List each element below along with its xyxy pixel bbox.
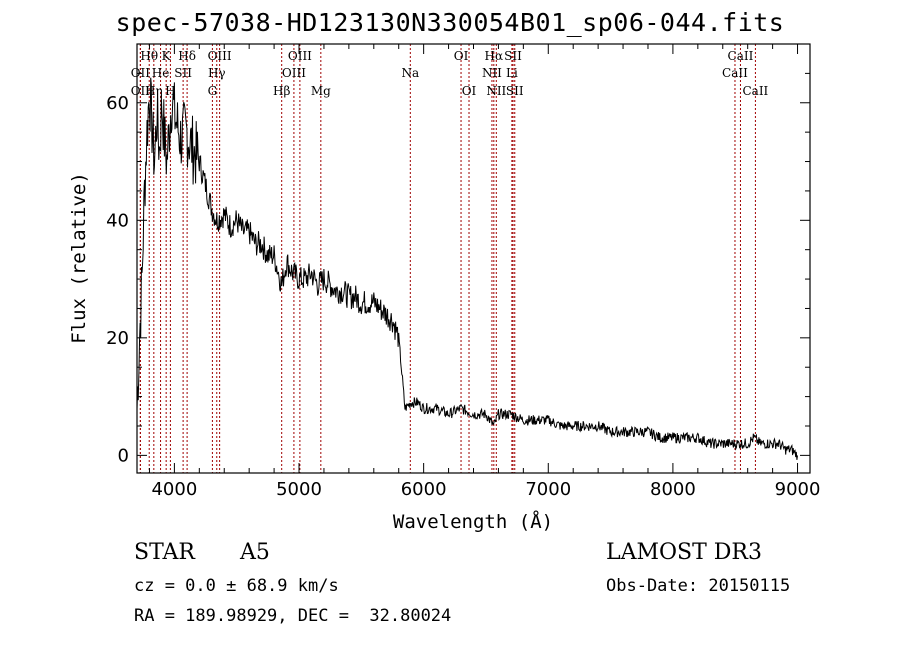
spectral-line-label: SII xyxy=(506,84,524,98)
x-tick-label: 9000 xyxy=(775,479,821,500)
spectral-line-label: Mg xyxy=(311,84,331,98)
y-tick-label: 0 xyxy=(118,445,129,466)
observation-date: Obs-Date: 20150115 xyxy=(606,576,791,596)
coordinates-readout: RA = 189.98929, DEC = 32.80024 xyxy=(134,606,452,626)
spectral-line-label: OIII xyxy=(288,49,312,63)
spectral-line-label: CaII xyxy=(722,66,748,80)
spectrum-series-flux xyxy=(136,77,798,460)
spectral-line-label: CaII xyxy=(742,84,768,98)
x-tick-label: 8000 xyxy=(650,479,696,500)
spectral-line-label: OIII xyxy=(282,66,306,80)
x-tick-label: 4000 xyxy=(151,479,197,500)
spectral-line-label: Hγ xyxy=(208,66,226,80)
x-tick-label: 7000 xyxy=(525,479,571,500)
chart-title: spec-57038-HD123130N330054B01_sp06-044.f… xyxy=(115,8,785,37)
spectral-line-label: OII xyxy=(131,66,151,80)
spectral-line-label: H xyxy=(165,84,175,98)
spectral-line-label: NII xyxy=(486,84,506,98)
spectral-line-label: OII xyxy=(131,84,151,98)
spectral-line-label: He xyxy=(152,66,170,80)
spectral-line-label: OI xyxy=(454,49,469,63)
object-class: STAR xyxy=(134,540,195,565)
spectral-line-label: Na xyxy=(401,66,419,80)
spectral-line-label: Hθ xyxy=(140,49,158,63)
spectral-line-label: SII xyxy=(504,49,522,63)
spectral-line-label: NII xyxy=(482,66,502,80)
redshift-readout: cz = 0.0 ± 68.9 km/s xyxy=(134,576,339,596)
x-axis-label: Wavelength (Å) xyxy=(393,510,553,533)
spectral-line-label: CaII xyxy=(728,49,754,63)
object-subclass: A5 xyxy=(240,540,270,565)
y-tick-label: 60 xyxy=(106,93,129,114)
spectral-line-label: OI xyxy=(462,84,477,98)
y-axis-label: Flux (relative) xyxy=(68,172,90,344)
spectral-line-label: SII xyxy=(174,66,192,80)
spectral-line-label: Hη xyxy=(145,84,163,98)
spectral-line-label: K xyxy=(162,49,172,63)
x-tick-label: 6000 xyxy=(401,479,447,500)
x-tick-label: 5000 xyxy=(276,479,322,500)
plot-frame xyxy=(136,43,811,474)
spectral-line-label: Hβ xyxy=(273,84,290,98)
spectral-line-label: Hδ xyxy=(178,49,196,63)
survey-name: LAMOST DR3 xyxy=(606,540,762,565)
spectral-line-label: OIII xyxy=(208,49,232,63)
y-tick-label: 20 xyxy=(106,328,129,349)
spectral-line-label: G xyxy=(208,84,218,98)
spectral-line-label: Li xyxy=(506,66,518,80)
y-tick-label: 40 xyxy=(106,210,129,231)
spectral-line-label: Hα xyxy=(485,49,504,63)
